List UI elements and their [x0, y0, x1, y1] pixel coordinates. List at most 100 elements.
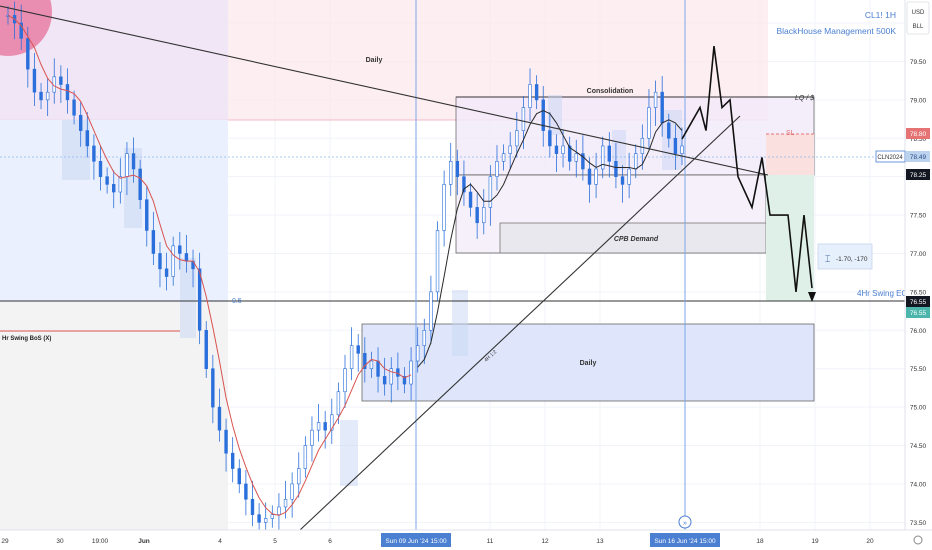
candle-body — [211, 368, 215, 408]
y-tick-label: 79.50 — [910, 59, 927, 66]
svg-text:»: » — [683, 520, 687, 527]
candle-body — [389, 368, 393, 385]
candle-body — [118, 176, 123, 193]
symbol-tag: CLN2024 — [877, 155, 903, 161]
date-highlight-jun16: Sun 16 Jun '24 15:00 — [650, 533, 720, 547]
currency-code: USD — [912, 10, 925, 16]
y-tick-label: 75.50 — [910, 366, 927, 373]
candlestick-series — [6, 1, 684, 541]
candle-body — [601, 145, 605, 170]
candle-body — [65, 84, 70, 101]
candle-body — [138, 168, 142, 201]
shade-6 — [548, 95, 562, 135]
candle-body — [614, 161, 618, 177]
candle-body — [283, 498, 288, 508]
measure-icon: ⌶ — [825, 254, 830, 264]
candle-body — [396, 368, 400, 377]
candle-body — [224, 429, 228, 454]
projection-path — [681, 45, 813, 292]
candle-body — [402, 376, 407, 385]
price-axis-bg[interactable] — [905, 0, 932, 530]
candle-body — [158, 253, 162, 270]
candle-body — [634, 153, 638, 170]
x-tick-label: 4 — [218, 538, 222, 545]
candle-body — [131, 153, 136, 170]
candle-body — [164, 268, 169, 277]
candle-body — [32, 68, 37, 93]
x-tick-label: 13 — [596, 538, 604, 545]
daily-bottom-label: Daily — [580, 360, 597, 367]
candle-body — [567, 145, 572, 162]
candle-body — [501, 153, 506, 162]
candle-body — [244, 483, 248, 500]
currency-selector[interactable]: USD BLL — [906, 1, 930, 35]
settings-gear-icon[interactable] — [913, 535, 923, 545]
candle-body — [594, 168, 598, 185]
candle-body — [574, 153, 578, 162]
y-tick-label: 73.50 — [910, 520, 927, 527]
x-tick-label: 18 — [756, 538, 764, 545]
candle-body — [270, 514, 275, 519]
measure-value: -1.70, -170 — [836, 256, 868, 263]
candle-body — [581, 153, 585, 170]
candle-body — [85, 130, 89, 147]
candle-body — [178, 245, 182, 254]
shade-4 — [452, 290, 468, 356]
candle-body — [680, 145, 684, 154]
date-highlight-jun09: Sun 09 Jun '24 15:00 — [381, 533, 451, 547]
candle-body — [92, 145, 96, 162]
y-tick-label: 78.50 — [910, 136, 927, 143]
candle-body — [415, 345, 420, 362]
highlight-circle — [0, 0, 52, 56]
candle-body — [462, 176, 466, 193]
candle-body — [640, 137, 645, 154]
half-level-label: 0.5 — [232, 298, 242, 305]
candle-body — [184, 253, 189, 262]
y-tick-label: 76.00 — [910, 328, 927, 335]
candle-body — [528, 84, 532, 108]
candle-body — [217, 406, 222, 431]
trend-ma-line — [417, 110, 683, 368]
candle-body — [145, 199, 149, 231]
shade-3 — [180, 258, 196, 338]
candle-body — [39, 91, 43, 101]
x-tick-label: Jun — [138, 538, 150, 545]
entry-price: 78.25 — [910, 172, 927, 179]
candle-body — [230, 452, 235, 469]
candle-body — [78, 114, 83, 131]
candle-body — [442, 184, 446, 231]
candle-body — [264, 518, 268, 523]
candle-body — [323, 422, 327, 431]
candle-body — [475, 207, 479, 224]
x-tick-label: 19 — [811, 538, 819, 545]
entry-price-badge: 78.25 — [906, 169, 930, 180]
replay-icon[interactable]: » — [678, 515, 692, 529]
candle-body — [26, 38, 30, 70]
candle-body — [647, 107, 651, 139]
shade-5 — [340, 420, 358, 486]
candle-body — [435, 230, 440, 293]
candle-body — [429, 291, 433, 331]
current-price-badge: 78.49 — [906, 151, 930, 162]
y-tick-label: 74.00 — [910, 481, 927, 488]
sl-price-badge: 78.80 — [906, 128, 930, 139]
x-tick-label: 30 — [56, 538, 64, 545]
candle-body — [488, 176, 493, 208]
consolidation-label: Consolidation — [587, 88, 634, 95]
x-tick-label: 5 — [273, 538, 277, 545]
candle-body — [521, 107, 526, 131]
candle-body — [607, 145, 612, 162]
downtrend-line — [0, 5, 769, 176]
candle-body — [343, 368, 347, 393]
candle-body — [330, 414, 334, 431]
candle-body — [673, 137, 678, 154]
daily-top-label: Daily — [366, 57, 383, 64]
candle-body — [620, 176, 625, 185]
current-price: 78.49 — [910, 154, 927, 161]
candle-body — [382, 376, 387, 385]
candle-body — [409, 360, 413, 385]
candle-body — [508, 145, 512, 154]
date-highlight-jun09-label: Sun 09 Jun '24 15:00 — [385, 538, 447, 545]
